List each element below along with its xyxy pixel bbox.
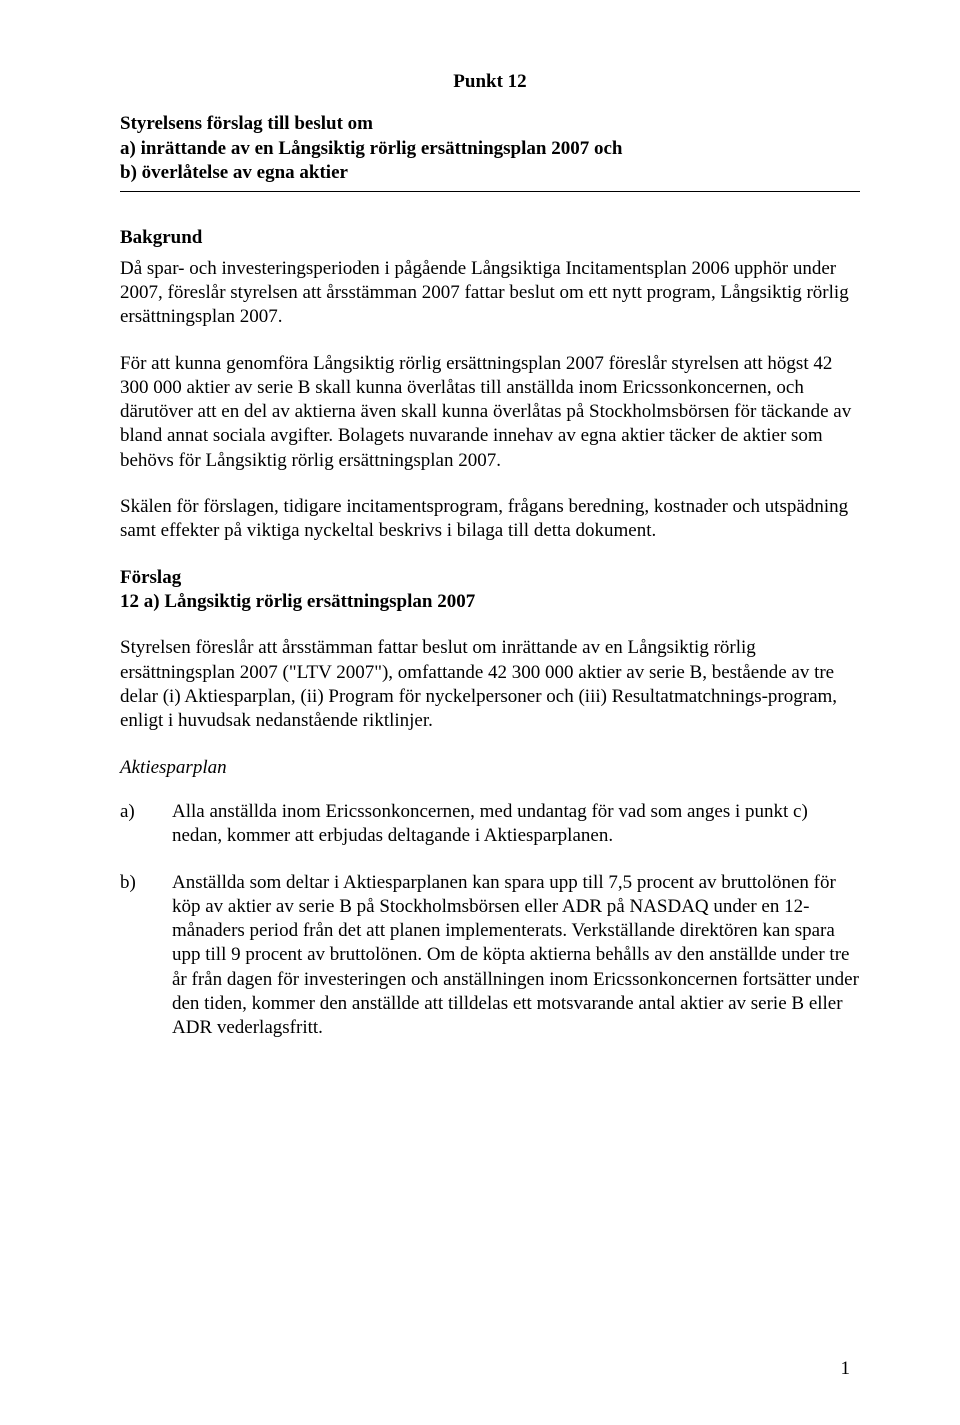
heading-12a: 12 a) Långsiktig rörlig ersättningsplan … (120, 590, 860, 614)
list-body-b: Anställda som deltar i Aktiesparplanen k… (172, 871, 860, 1041)
heading-aktiesparplan: Aktiesparplan (120, 756, 860, 780)
paragraph-3: Skälen för förslagen, tidigare incitamen… (120, 495, 860, 544)
punkt-heading: Punkt 12 (120, 70, 860, 94)
list-item-b: b) Anställda som deltar i Aktiesparplane… (120, 871, 860, 1041)
paragraph-4: Styrelsen föreslår att årsstämman fattar… (120, 636, 860, 733)
heading-forslag: Förslag (120, 566, 860, 590)
title-block: Styrelsens förslag till beslut om a) inr… (120, 112, 860, 185)
horizontal-rule (120, 191, 860, 192)
title-line-3: b) överlåtelse av egna aktier (120, 161, 860, 185)
list-body-a: Alla anställda inom Ericssonkoncernen, m… (172, 800, 860, 849)
page-number: 1 (841, 1357, 851, 1381)
heading-bakgrund: Bakgrund (120, 226, 860, 250)
list-label-b: b) (120, 871, 172, 1041)
list-item-a: a) Alla anställda inom Ericssonkoncernen… (120, 800, 860, 849)
paragraph-1: Då spar- och investeringsperioden i pågå… (120, 257, 860, 330)
list-label-a: a) (120, 800, 172, 849)
title-line-1: Styrelsens förslag till beslut om (120, 112, 860, 136)
document-page: Punkt 12 Styrelsens förslag till beslut … (0, 0, 960, 1425)
title-line-2: a) inrättande av en Långsiktig rörlig er… (120, 137, 860, 161)
paragraph-2: För att kunna genomföra Långsiktig rörli… (120, 352, 860, 474)
